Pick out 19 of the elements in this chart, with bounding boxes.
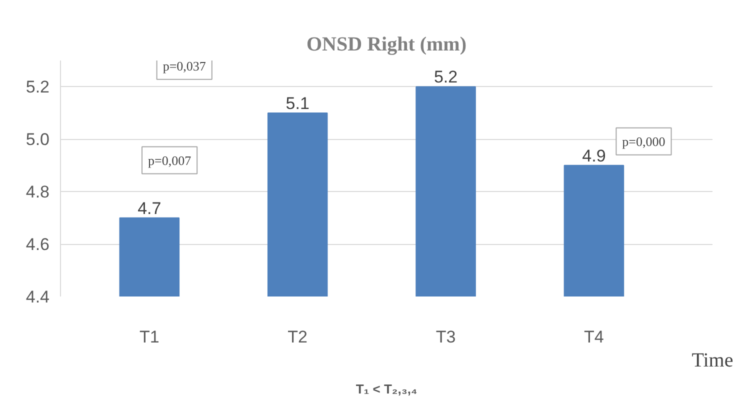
data-label: 5.2: [434, 68, 458, 87]
y-tick-label: 4.6: [26, 235, 50, 254]
x-tick-label: T3: [436, 328, 456, 346]
y-tick-label: 4.4: [26, 288, 50, 306]
y-tick-label: 4.8: [26, 182, 50, 202]
y-tick-label: 5.0: [26, 130, 50, 150]
x-tick-label: T2: [288, 328, 308, 346]
data-label: 4.7: [138, 198, 162, 218]
annotation: p=0,007: [148, 152, 192, 168]
data-label: 5.1: [286, 94, 310, 113]
x-tick-label: T4: [584, 328, 604, 346]
x-axis-title: Time: [692, 350, 734, 372]
annotation: p=0,037: [162, 58, 206, 74]
text: T₁ < T₂,₃,₄: [356, 382, 418, 396]
y-tick-label: 5.2: [26, 78, 50, 97]
chart-title: ONSD Right (mm): [306, 34, 467, 56]
data-label: 4.9: [582, 146, 606, 166]
x-tick-label: T1: [139, 328, 160, 346]
annotation: p=0,000: [622, 134, 666, 149]
